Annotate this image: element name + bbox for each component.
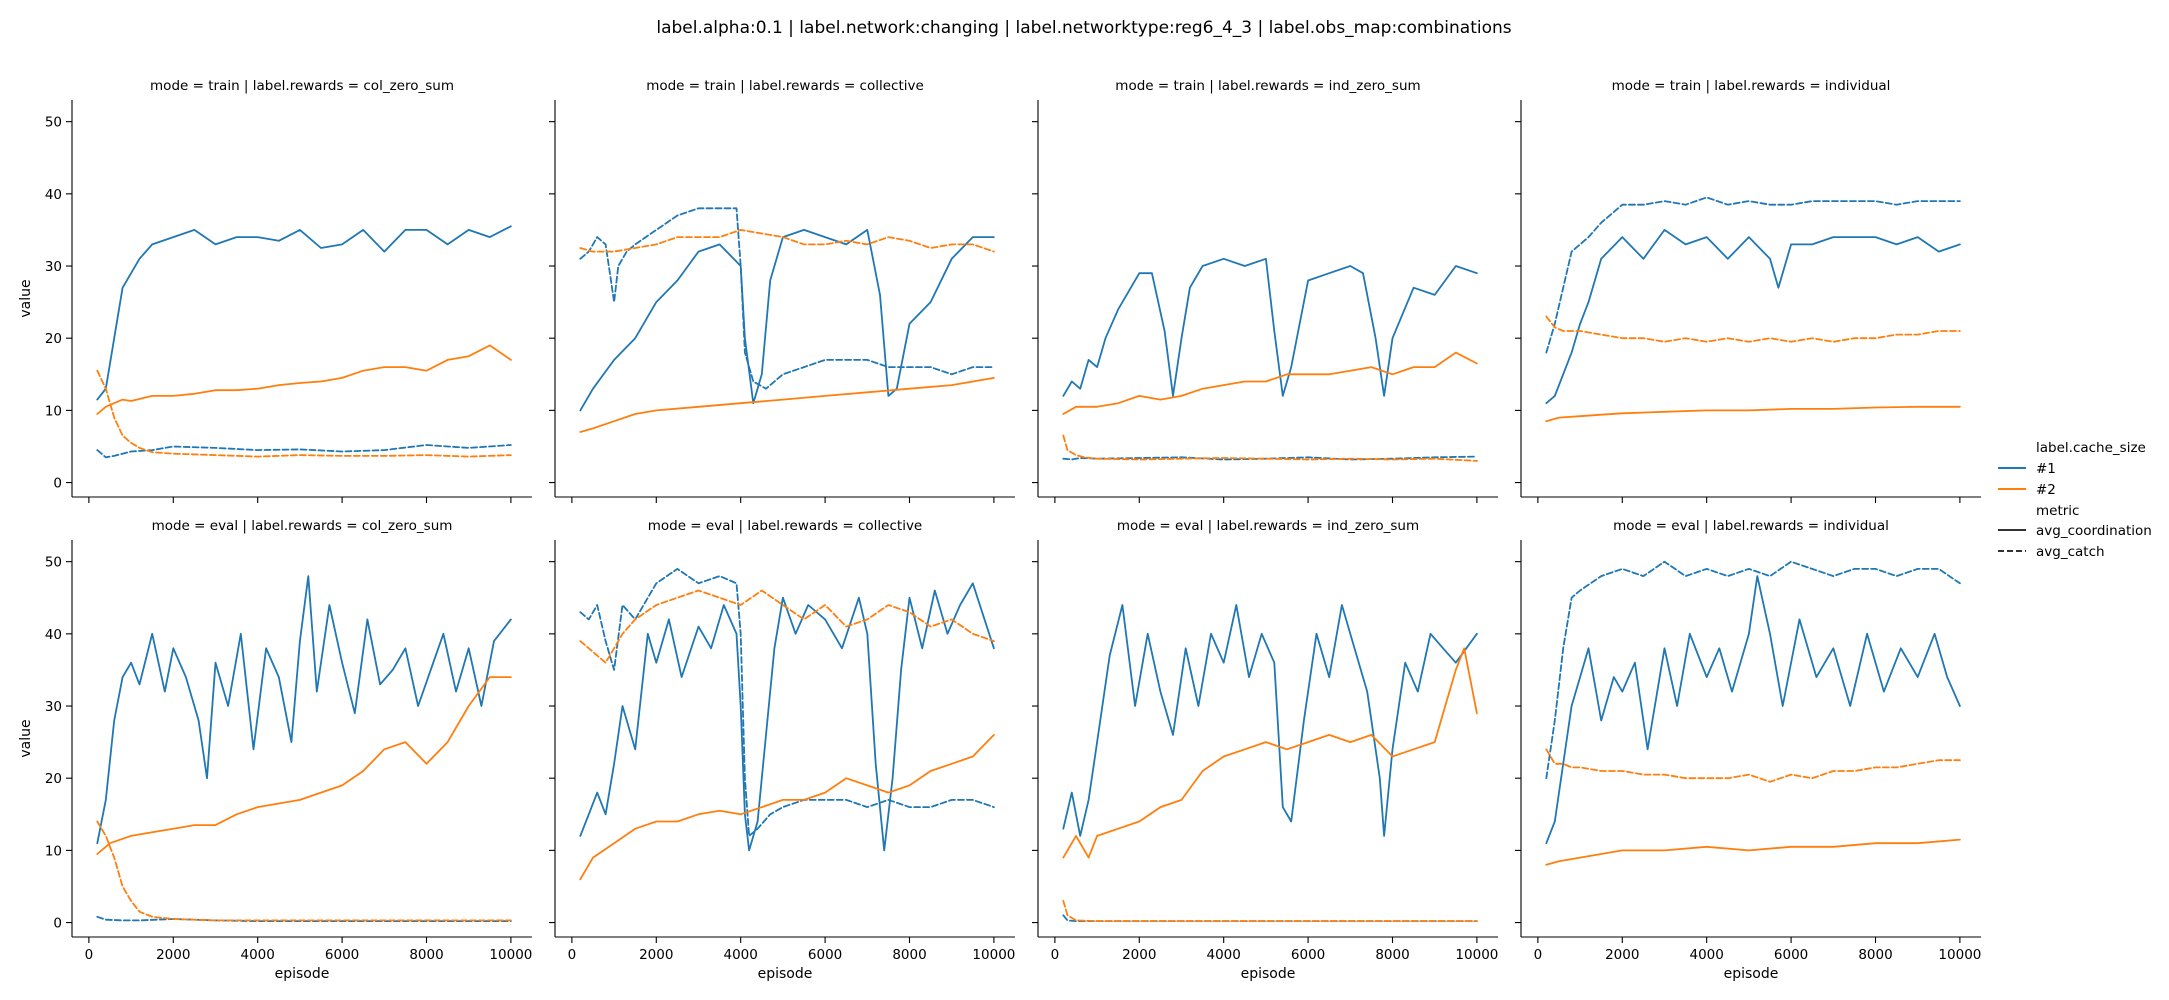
- legend-item-label: avg_coordination: [2036, 523, 2152, 539]
- series-line-cache1-avg-coordination: [1062, 604, 1478, 837]
- y-tick-label: 0: [53, 916, 62, 932]
- series-line-cache1-avg-coordination: [1062, 257, 1478, 397]
- x-axis-label: episode: [758, 966, 813, 982]
- x-tick-label: 6000: [808, 947, 842, 963]
- legend-item-label: #1: [2036, 461, 2056, 477]
- series-line-cache1-avg-catch: [1545, 560, 1961, 780]
- x-tick-label: 4000: [241, 947, 275, 963]
- y-tick-label: 20: [45, 771, 62, 787]
- facet-panel: mode = eval | label.rewards = individual…: [1515, 518, 1981, 982]
- series-line-cache2-avg-coordination: [1062, 647, 1478, 859]
- x-tick-label: 0: [1534, 947, 1543, 963]
- x-tick-label: 0: [85, 947, 94, 963]
- x-tick-label: 8000: [409, 947, 443, 963]
- facet-title: mode = eval | label.rewards = individual: [1613, 518, 1889, 534]
- series-line-cache2-avg-coordination: [1062, 351, 1478, 415]
- chart-title: label.alpha:0.1 | label.network:changing…: [656, 18, 1511, 38]
- x-tick-label: 6000: [325, 947, 359, 963]
- x-tick-label: 2000: [156, 947, 190, 963]
- series-line-cache2-avg-catch: [96, 820, 512, 922]
- series-line-cache1-avg-coordination: [96, 225, 512, 401]
- series-line-cache2-avg-coordination: [579, 376, 995, 433]
- x-tick-label: 10000: [972, 947, 1015, 963]
- series-line-cache2-avg-catch: [579, 228, 995, 253]
- y-tick-label: 30: [45, 699, 62, 715]
- facet-panel: mode = train | label.rewards = col_zero_…: [18, 78, 532, 503]
- x-tick-label: 2000: [1122, 947, 1156, 963]
- legend-item-label: avg_catch: [2036, 544, 2105, 560]
- y-axis-label: value: [18, 719, 34, 757]
- series-line-cache1-avg-catch: [96, 444, 512, 459]
- y-tick-label: 40: [45, 627, 62, 643]
- series-line-cache1-avg-coordination: [1545, 228, 1961, 405]
- series-line-cache1-avg-catch: [579, 568, 995, 837]
- series-line-cache2-avg-coordination: [579, 734, 995, 881]
- series-line-cache2-avg-coordination: [96, 676, 512, 855]
- x-axis-label: episode: [1241, 966, 1296, 982]
- series-line-cache1-avg-coordination: [579, 582, 995, 852]
- x-axis-label: episode: [275, 966, 330, 982]
- y-tick-label: 40: [45, 187, 62, 203]
- series-line-cache2-avg-catch: [1545, 315, 1961, 343]
- series-line-cache2-avg-coordination: [96, 344, 512, 415]
- facet-title: mode = eval | label.rewards = ind_zero_s…: [1117, 518, 1419, 534]
- x-tick-label: 8000: [1375, 947, 1409, 963]
- series-line-cache1-avg-coordination: [96, 575, 512, 845]
- series-line-cache2-avg-catch: [96, 369, 512, 458]
- x-tick-label: 4000: [724, 947, 758, 963]
- facet-title: mode = eval | label.rewards = col_zero_s…: [152, 518, 453, 534]
- facet-title: mode = train | label.rewards = individua…: [1612, 78, 1891, 94]
- series-line-cache2-avg-coordination: [1545, 838, 1961, 866]
- y-tick-label: 10: [45, 403, 62, 419]
- legend: label.cache_size #1 #2 metric avg_coordinati…: [1998, 440, 2152, 560]
- legend-hue-title: label.cache_size: [2036, 440, 2146, 456]
- legend-style-title: metric: [2036, 503, 2079, 519]
- facet-panel: mode = train | label.rewards = ind_zero_…: [1032, 78, 1498, 503]
- facet-title: mode = train | label.rewards = ind_zero_…: [1115, 78, 1420, 94]
- y-tick-label: 0: [53, 476, 62, 492]
- x-tick-label: 4000: [1690, 947, 1724, 963]
- facet-title: mode = train | label.rewards = collectiv…: [646, 78, 924, 94]
- series-line-cache2-avg-coordination: [1545, 405, 1961, 423]
- y-tick-label: 50: [45, 555, 62, 571]
- facet-panel: mode = eval | label.rewards = col_zero_s…: [18, 518, 532, 982]
- facet-panel: mode = train | label.rewards = individua…: [1515, 78, 1981, 503]
- series-line-cache2-avg-catch: [579, 589, 995, 664]
- series-line-cache1-avg-coordination: [579, 228, 995, 412]
- y-tick-label: 20: [45, 331, 62, 347]
- series-line-cache2-avg-catch: [1062, 434, 1478, 462]
- y-tick-label: 30: [45, 259, 62, 275]
- facet-grid: mode = train | label.rewards = col_zero_…: [18, 78, 1981, 982]
- x-tick-label: 8000: [1858, 947, 1892, 963]
- x-tick-label: 8000: [892, 947, 926, 963]
- x-tick-label: 6000: [1774, 947, 1808, 963]
- series-line-cache2-avg-catch: [1062, 900, 1478, 922]
- x-tick-label: 0: [568, 947, 577, 963]
- y-axis-label: value: [18, 279, 34, 317]
- x-tick-label: 4000: [1207, 947, 1241, 963]
- x-tick-label: 10000: [1938, 947, 1981, 963]
- series-line-cache1-avg-catch: [579, 207, 995, 390]
- series-line-cache2-avg-catch: [1545, 748, 1961, 783]
- y-tick-label: 50: [45, 115, 62, 131]
- x-tick-label: 2000: [1605, 947, 1639, 963]
- x-tick-label: 10000: [489, 947, 532, 963]
- facet-panel: mode = train | label.rewards = collectiv…: [549, 78, 1015, 503]
- y-tick-label: 10: [45, 843, 62, 859]
- facet-title: mode = eval | label.rewards = collective: [648, 518, 923, 534]
- x-tick-label: 6000: [1291, 947, 1325, 963]
- legend-item-label: #2: [2036, 482, 2056, 498]
- facet-panel: mode = eval | label.rewards = collective…: [549, 518, 1015, 982]
- series-line-cache1-avg-catch: [1545, 196, 1961, 354]
- x-tick-label: 10000: [1455, 947, 1498, 963]
- x-axis-label: episode: [1724, 966, 1779, 982]
- facet-title: mode = train | label.rewards = col_zero_…: [150, 78, 454, 94]
- x-tick-label: 0: [1051, 947, 1060, 963]
- x-tick-label: 2000: [639, 947, 673, 963]
- series-line-cache1-avg-coordination: [1545, 575, 1961, 845]
- facet-panel: mode = eval | label.rewards = ind_zero_s…: [1032, 518, 1498, 982]
